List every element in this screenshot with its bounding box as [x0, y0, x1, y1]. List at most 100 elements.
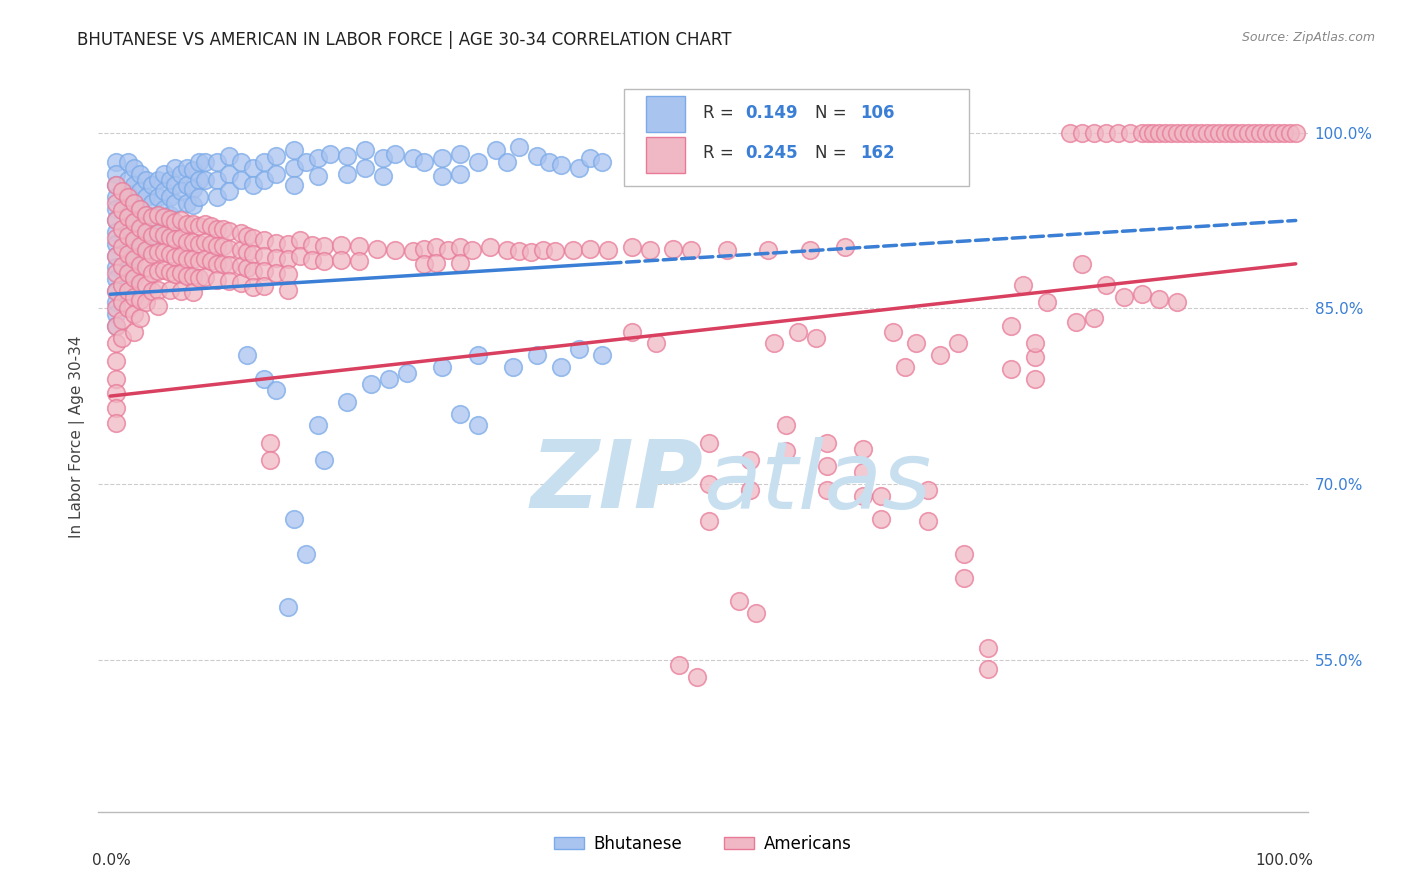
Point — [122, 213, 145, 227]
Point — [105, 178, 128, 193]
Point — [152, 245, 174, 260]
Point — [159, 172, 181, 186]
Point — [111, 202, 134, 217]
Point — [117, 202, 139, 216]
Point — [170, 284, 193, 298]
Point — [354, 161, 377, 175]
Point — [496, 243, 519, 257]
Text: 0.149: 0.149 — [745, 103, 799, 121]
Point — [817, 436, 839, 450]
Point — [129, 202, 152, 216]
Text: Source: ZipAtlas.com: Source: ZipAtlas.com — [1241, 31, 1375, 45]
Point — [531, 243, 554, 257]
Point — [384, 146, 406, 161]
Point — [105, 371, 128, 385]
Point — [484, 143, 506, 157]
Point — [946, 336, 969, 351]
Point — [425, 240, 447, 254]
Point — [129, 310, 152, 325]
Point — [312, 254, 335, 268]
Point — [1225, 126, 1247, 140]
Point — [235, 261, 257, 276]
Point — [105, 272, 128, 286]
Point — [775, 444, 797, 458]
Point — [181, 182, 204, 196]
Point — [1184, 126, 1206, 140]
Point — [117, 266, 139, 280]
Point — [111, 295, 134, 310]
Point — [152, 167, 174, 181]
Point — [852, 465, 875, 479]
Point — [283, 143, 305, 157]
Point — [229, 227, 252, 241]
Point — [170, 213, 193, 227]
Point — [194, 252, 217, 266]
Point — [242, 178, 264, 193]
Point — [122, 178, 145, 193]
Point — [579, 242, 602, 256]
Point — [135, 208, 157, 222]
Point — [176, 217, 198, 231]
Point — [200, 236, 222, 251]
Point — [395, 366, 418, 380]
Point — [105, 284, 128, 298]
Point — [229, 155, 252, 169]
Point — [264, 384, 287, 398]
Point — [105, 213, 128, 227]
Point — [834, 240, 856, 254]
Point — [141, 196, 163, 211]
Point — [508, 139, 530, 153]
Point — [188, 254, 211, 268]
Point — [301, 253, 323, 268]
Point — [253, 371, 276, 385]
Point — [122, 252, 145, 266]
Point — [129, 236, 152, 251]
Point — [283, 161, 305, 175]
Point — [1095, 126, 1118, 140]
Point — [550, 158, 572, 172]
Point — [1024, 336, 1046, 351]
Point — [176, 268, 198, 283]
Point — [579, 152, 602, 166]
Point — [105, 231, 128, 245]
Point — [152, 210, 174, 224]
Point — [111, 313, 134, 327]
Point — [253, 155, 276, 169]
Text: atlas: atlas — [703, 436, 931, 527]
Point — [817, 483, 839, 497]
Point — [122, 214, 145, 228]
Point — [432, 152, 454, 166]
Point — [264, 266, 287, 280]
Point — [1208, 126, 1230, 140]
Point — [105, 249, 128, 263]
Text: BHUTANESE VS AMERICAN IN LABOR FORCE | AGE 30-34 CORRELATION CHART: BHUTANESE VS AMERICAN IN LABOR FORCE | A… — [77, 31, 733, 49]
Text: R =: R = — [703, 103, 740, 121]
Point — [976, 640, 998, 655]
Point — [253, 279, 276, 293]
Point — [336, 149, 359, 163]
Point — [105, 155, 128, 169]
Point — [1012, 277, 1035, 292]
Point — [1071, 126, 1094, 140]
Point — [122, 196, 145, 211]
Point — [567, 343, 589, 357]
Point — [218, 224, 240, 238]
Point — [461, 243, 484, 257]
Point — [218, 274, 240, 288]
Point — [129, 184, 152, 198]
Point — [111, 330, 134, 344]
Point — [159, 283, 181, 297]
Point — [135, 190, 157, 204]
Point — [105, 295, 128, 310]
Point — [952, 547, 974, 561]
Text: 106: 106 — [860, 103, 894, 121]
Point — [170, 231, 193, 245]
Point — [159, 212, 181, 227]
Point — [1213, 126, 1236, 140]
Point — [135, 225, 157, 239]
Point — [520, 245, 543, 260]
Point — [129, 167, 152, 181]
Point — [212, 257, 235, 271]
Point — [170, 167, 193, 181]
Point — [598, 243, 620, 257]
